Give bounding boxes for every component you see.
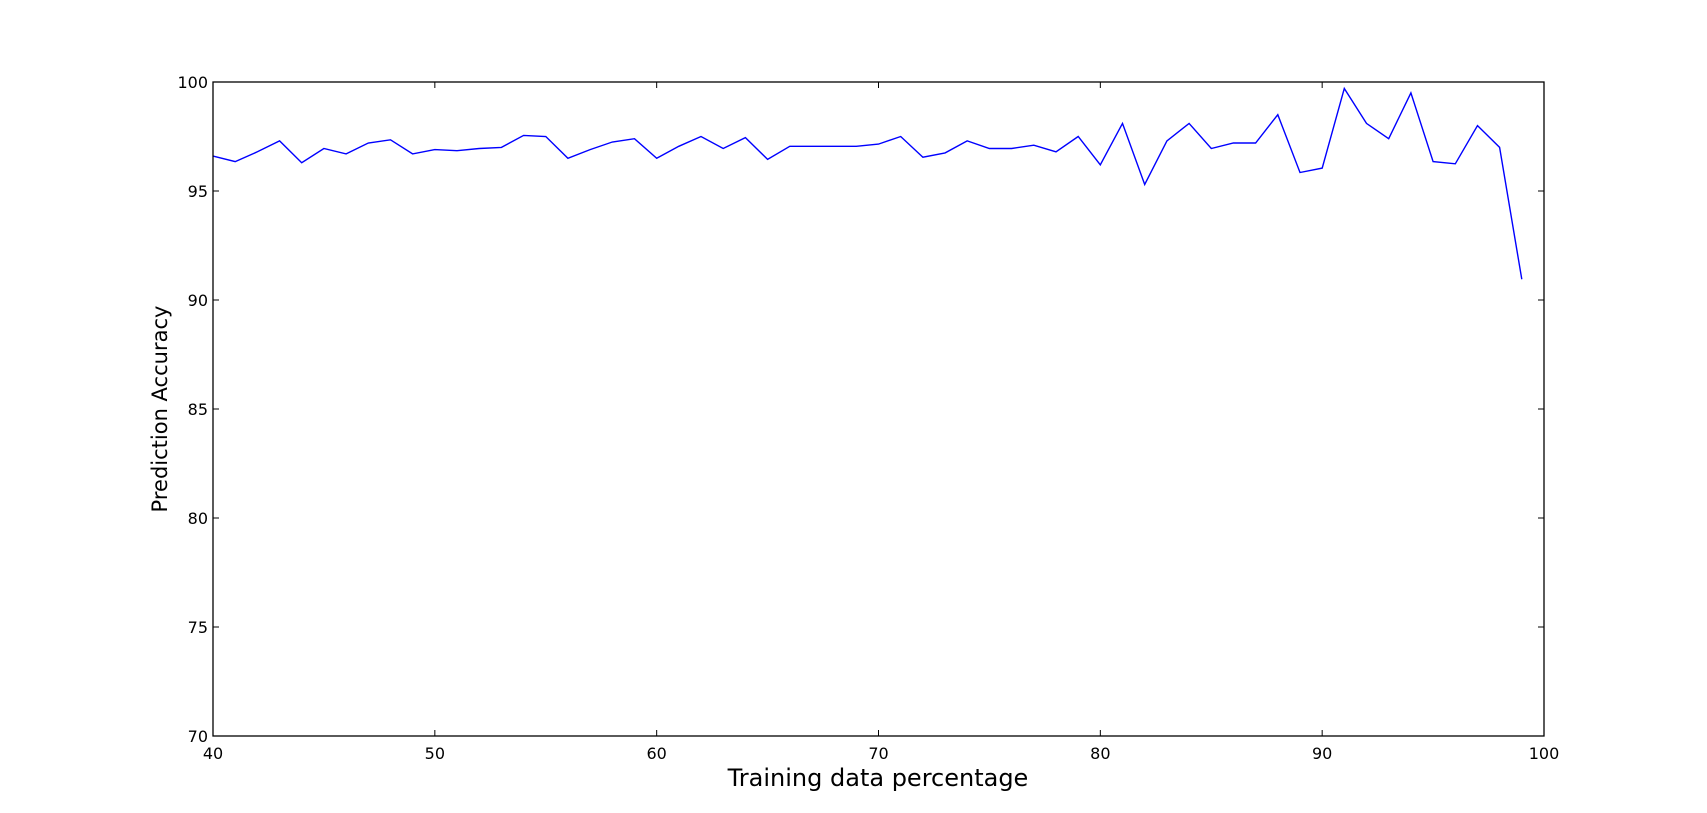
- y-tick-label: 90: [188, 291, 208, 310]
- y-tick-label: 100: [177, 73, 208, 92]
- series-line: [212, 86, 1523, 280]
- x-tick-label: 90: [1312, 744, 1332, 763]
- series-layer: [212, 86, 1523, 280]
- y-tick-label: 95: [188, 182, 208, 201]
- x-tick-label: 60: [646, 744, 666, 763]
- x-tick-label: 70: [868, 744, 888, 763]
- y-axis-title: Prediction Accuracy: [148, 306, 172, 513]
- y-tick-label: 80: [188, 509, 208, 528]
- x-tick-label: 40: [203, 744, 223, 763]
- y-tick-label: 85: [188, 400, 208, 419]
- x-tick-label: 100: [1529, 744, 1560, 763]
- tick-labels: 40 50 60 70 80 90 100 70 75 80 85 90 95 100: [177, 73, 1559, 763]
- y-tick-label: 70: [188, 727, 208, 746]
- x-tick-label: 80: [1090, 744, 1110, 763]
- y-tick-label: 75: [188, 618, 208, 637]
- x-axis-title: Training data percentage: [727, 764, 1029, 792]
- x-tick-label: 50: [425, 744, 445, 763]
- plot-area: [213, 82, 1544, 736]
- plot-frame: [212, 81, 1545, 737]
